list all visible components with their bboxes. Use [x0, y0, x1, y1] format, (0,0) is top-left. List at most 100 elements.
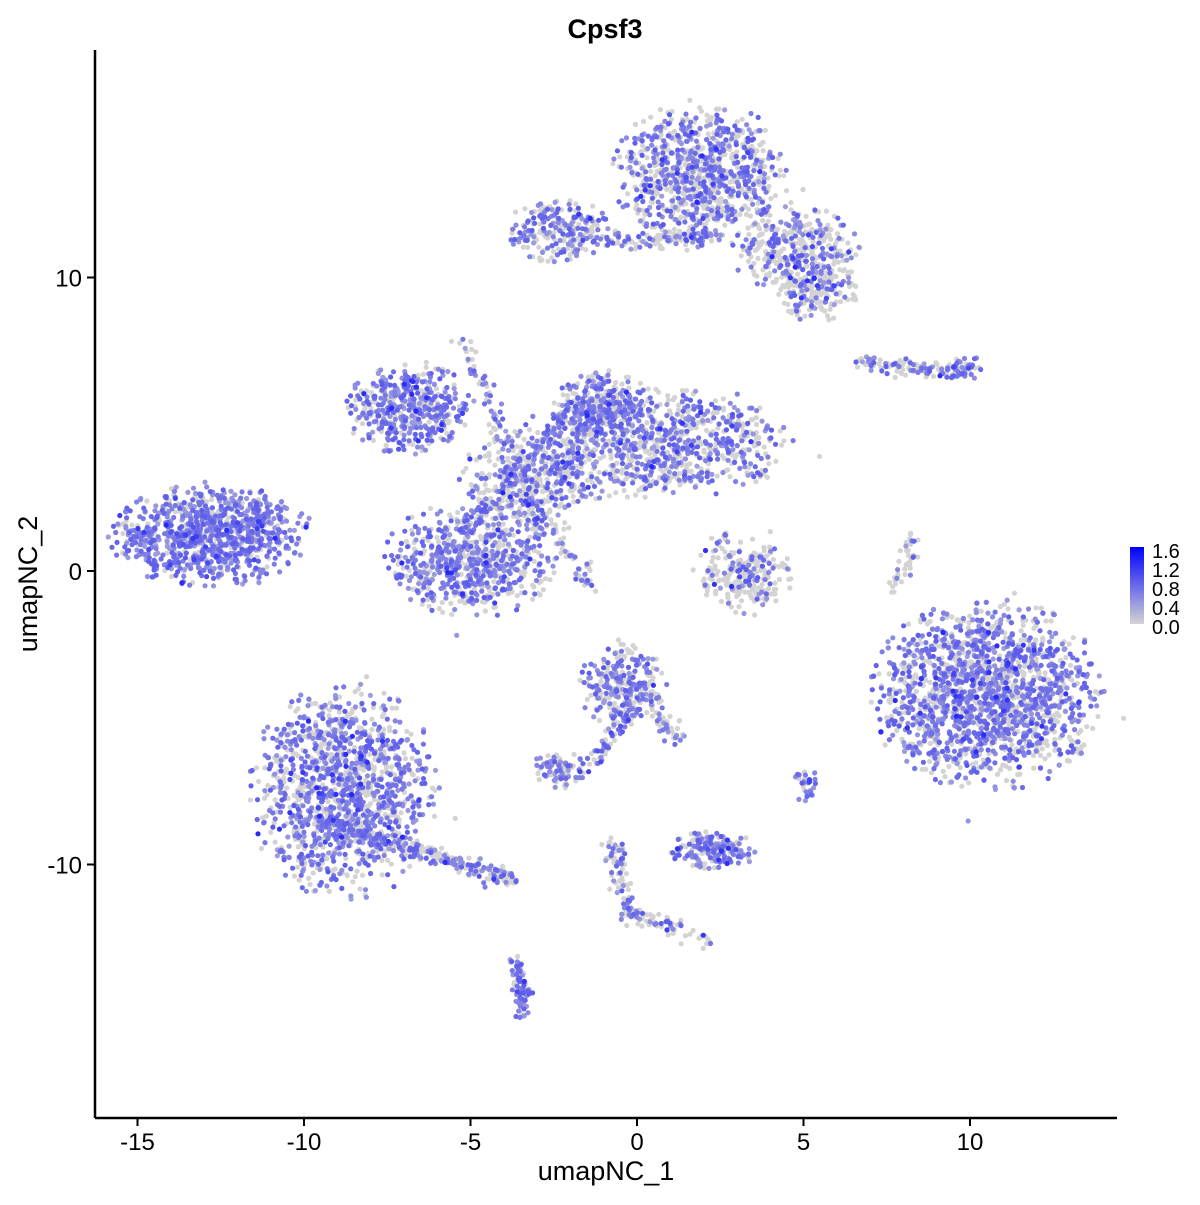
- cell-point: [1020, 622, 1026, 628]
- cell-point: [1033, 637, 1039, 643]
- cell-point: [782, 284, 788, 290]
- cell-point: [653, 386, 659, 392]
- cell-point: [897, 548, 903, 554]
- cell-point: [713, 588, 719, 594]
- cell-point: [400, 565, 406, 571]
- cell-point: [510, 448, 516, 454]
- cell-point: [624, 646, 630, 653]
- cell-point: [738, 598, 745, 604]
- cell-point: [677, 482, 683, 488]
- cell-point: [371, 764, 377, 771]
- cell-point: [997, 603, 1004, 610]
- cell-point: [587, 567, 593, 574]
- cell-point: [827, 306, 833, 312]
- cell-point: [362, 405, 368, 411]
- cell-point: [683, 387, 690, 394]
- cell-point: [679, 413, 685, 419]
- cell-point: [466, 855, 472, 861]
- cell-point: [367, 751, 373, 758]
- cell-point: [565, 767, 571, 774]
- cell-point: [795, 271, 801, 277]
- cell-point: [632, 645, 638, 651]
- cell-point: [614, 460, 620, 466]
- cell-point: [530, 461, 537, 467]
- cell-point: [436, 850, 443, 856]
- cell-point: [325, 745, 331, 751]
- cell-point: [927, 679, 933, 685]
- cell-point: [1021, 670, 1027, 676]
- cell-point: [350, 879, 356, 885]
- cell-point: [675, 407, 682, 413]
- cell-point: [676, 470, 683, 477]
- cell-point: [973, 760, 979, 766]
- cell-point: [824, 313, 831, 319]
- cell-point: [264, 564, 270, 570]
- cell-point: [693, 388, 699, 394]
- cell-point: [284, 785, 290, 791]
- cell-point: [482, 608, 488, 614]
- cell-point: [640, 143, 646, 149]
- cell-point: [710, 554, 716, 561]
- cell-point: [326, 888, 332, 895]
- cell-point: [1064, 758, 1071, 764]
- cell-point: [447, 512, 453, 518]
- cell-point: [701, 449, 707, 455]
- cell-point: [1063, 655, 1069, 661]
- cell-point: [514, 593, 520, 599]
- cell-point: [623, 374, 629, 380]
- cell-point: [708, 238, 715, 244]
- cell-point: [753, 479, 759, 485]
- cell-point: [634, 202, 640, 208]
- cell-point: [664, 449, 671, 455]
- cell-point: [908, 530, 914, 536]
- cell-point: [368, 390, 374, 396]
- cell-point: [777, 167, 784, 173]
- cell-point: [773, 458, 779, 464]
- cell-point: [486, 422, 492, 428]
- cell-point: [420, 371, 426, 377]
- cell-point: [690, 927, 696, 934]
- cell-point: [1066, 641, 1072, 647]
- cell-point: [930, 373, 937, 379]
- cell-point: [644, 710, 650, 716]
- cell-point: [755, 255, 761, 261]
- cell-point: [291, 527, 297, 534]
- cell-point: [868, 699, 874, 705]
- cell-point: [621, 487, 627, 494]
- cell-point: [262, 765, 268, 771]
- cell-point: [786, 576, 792, 582]
- cell-point: [535, 770, 541, 777]
- cell-point: [425, 597, 431, 603]
- cell-point: [838, 299, 844, 305]
- cell-point: [629, 650, 635, 656]
- cell-point: [641, 118, 647, 124]
- cell-point: [332, 866, 338, 872]
- cell-point: [636, 207, 642, 213]
- cell-point: [803, 213, 809, 219]
- cell-point: [835, 259, 841, 265]
- cell-point: [753, 415, 759, 421]
- cell-point: [624, 922, 630, 929]
- cell-point: [831, 315, 837, 321]
- cell-point: [715, 555, 721, 561]
- cell-point: [182, 566, 188, 573]
- cell-point: [1081, 742, 1087, 748]
- cell-point: [709, 535, 715, 541]
- cell-point: [618, 641, 624, 647]
- cell-point: [253, 765, 259, 771]
- cell-point: [307, 881, 313, 888]
- cell-point: [619, 381, 625, 387]
- cell-point: [1048, 618, 1054, 624]
- cell-point: [934, 361, 940, 367]
- cell-point: [712, 398, 719, 404]
- cell-point: [659, 670, 665, 676]
- cell-point: [187, 557, 193, 563]
- cell-point: [505, 455, 511, 461]
- cell-point: [781, 246, 787, 252]
- cell-point: [327, 700, 333, 706]
- cell-point: [761, 544, 767, 551]
- cell-point: [804, 222, 810, 228]
- cell-point: [719, 453, 725, 459]
- cell-point: [1067, 662, 1074, 668]
- cell-point: [403, 573, 409, 579]
